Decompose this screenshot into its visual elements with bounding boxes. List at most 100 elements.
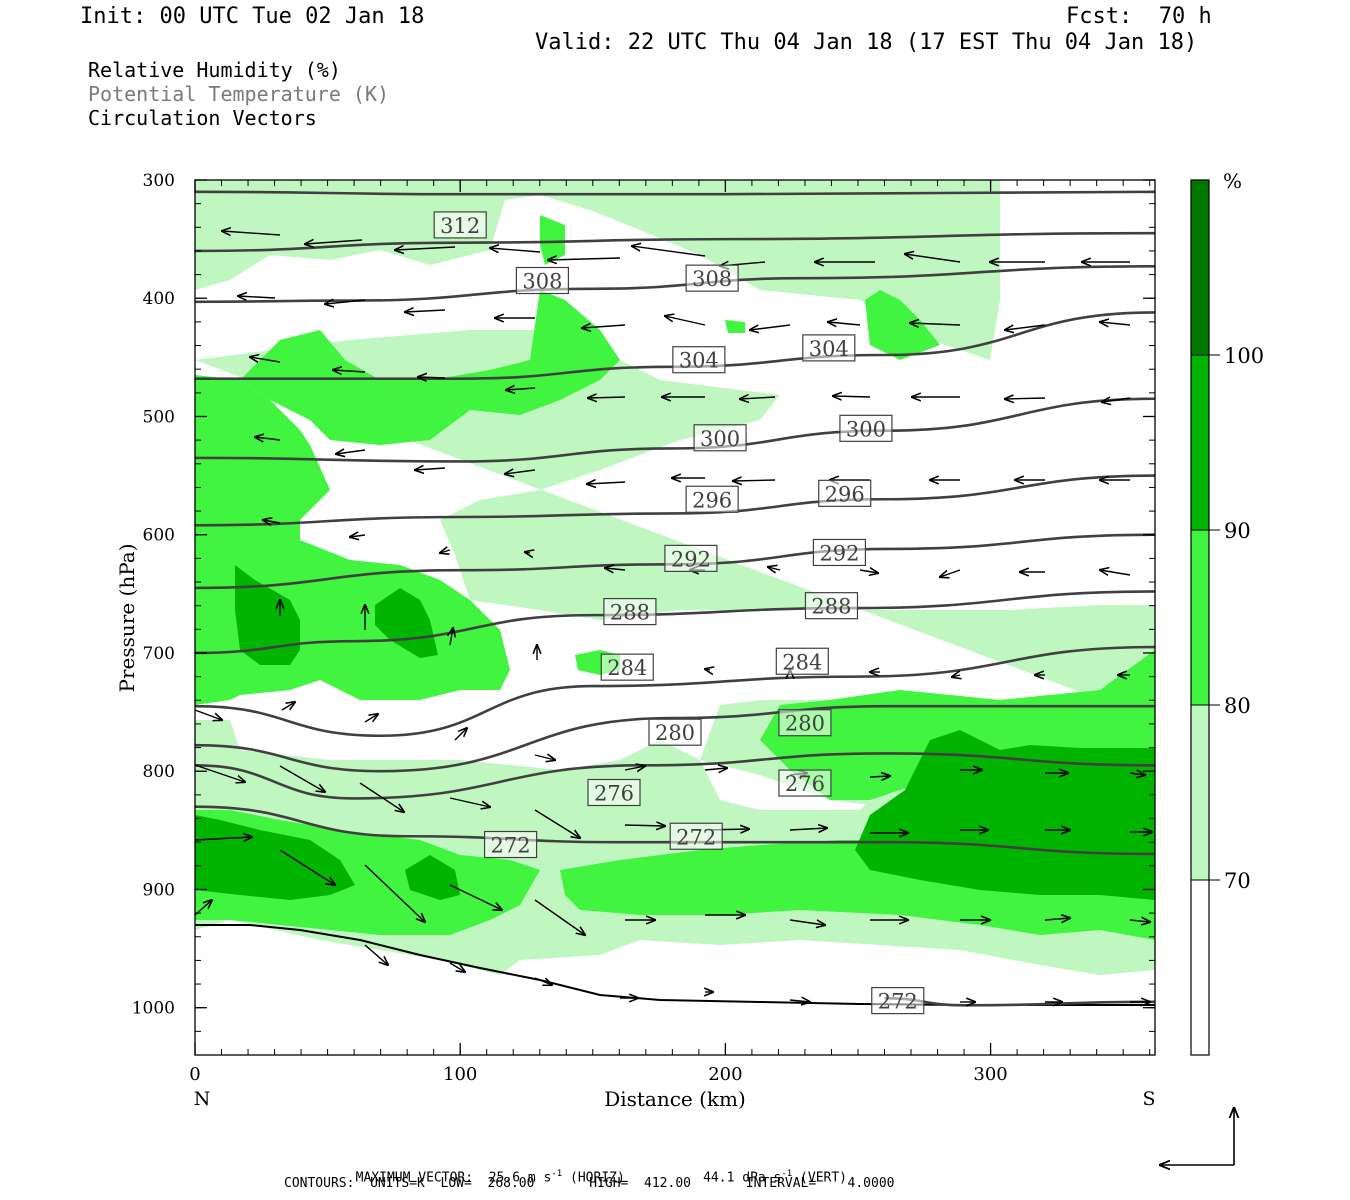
vector-arrow-100 bbox=[1129, 920, 1150, 922]
legend-potential-temperature: Potential Temperature (K) bbox=[88, 82, 390, 106]
theta-contour-272-11 bbox=[195, 805, 1155, 856]
max-vector-line: MAXIMUM VECTOR: 25.6 m s-1 (HORIZ) 44.1 … bbox=[340, 1157, 848, 1186]
vector-arrow-46 bbox=[440, 550, 451, 553]
svg-text:300: 300 bbox=[846, 417, 886, 441]
rh-90-region-a bbox=[235, 565, 300, 665]
vector-arrow-69 bbox=[624, 766, 645, 770]
contour-label-280-16: 280 bbox=[778, 709, 832, 737]
vector-arrow-11 bbox=[238, 296, 276, 298]
vector-arrow-32 bbox=[1102, 398, 1131, 402]
vector-arrow-26 bbox=[588, 397, 626, 398]
vector-arrow-78 bbox=[279, 765, 325, 792]
colorbar-label-80: 80 bbox=[1224, 694, 1251, 718]
vector-arrow-48 bbox=[605, 568, 626, 570]
vector-arrow-20 bbox=[1005, 324, 1046, 330]
svg-text:272: 272 bbox=[878, 990, 918, 1014]
svg-text:304: 304 bbox=[679, 349, 719, 373]
vector-arrow-4 bbox=[548, 258, 621, 260]
vector-arrow-103 bbox=[449, 962, 465, 972]
vector-arrow-51 bbox=[859, 570, 878, 573]
vector-arrow-62 bbox=[952, 675, 960, 677]
rh-80-region-upper-small bbox=[540, 215, 565, 265]
svg-text:292: 292 bbox=[819, 541, 859, 565]
theta-contour-312-0 bbox=[195, 190, 1155, 196]
x-axis-label: Distance (km) bbox=[604, 1087, 746, 1111]
vector-arrow-50 bbox=[768, 567, 781, 570]
vector-arrow-66 bbox=[364, 714, 378, 723]
colorbar-label-70: 70 bbox=[1224, 869, 1251, 893]
vector-arrow-101 bbox=[195, 900, 212, 916]
max-horiz-exponent: -1 bbox=[551, 1169, 563, 1179]
contour-label-288-12: 288 bbox=[804, 592, 859, 620]
south-label: S bbox=[1142, 1088, 1155, 1110]
north-label: N bbox=[194, 1088, 211, 1110]
contour-label-284-14: 284 bbox=[775, 647, 829, 675]
init-time: Init: 00 UTC Tue 02 Jan 18 bbox=[80, 4, 425, 29]
vector-arrow-44 bbox=[263, 520, 281, 523]
vector-arrow-107 bbox=[789, 1000, 810, 1002]
vector-arrow-24 bbox=[418, 377, 446, 378]
vector-arrow-12 bbox=[325, 300, 366, 304]
contour-label-272-19: 272 bbox=[483, 830, 538, 859]
svg-text:280: 280 bbox=[655, 721, 695, 745]
svg-text:288: 288 bbox=[610, 601, 650, 625]
vector-arrow-3 bbox=[490, 248, 541, 252]
forecast-hour: Fcst: 70 h bbox=[1066, 4, 1212, 29]
vector-arrow-76 bbox=[195, 709, 222, 720]
vector-arrow-82 bbox=[624, 825, 665, 826]
svg-text:284: 284 bbox=[782, 650, 822, 674]
vector-arrow-35 bbox=[415, 468, 446, 470]
vector-arrow-104 bbox=[534, 977, 552, 985]
vector-arrow-34 bbox=[336, 450, 366, 454]
theta-contour-300-4 bbox=[195, 397, 1155, 463]
vector-arrow-37 bbox=[587, 482, 626, 484]
max-horiz-unit: (HORIZ) bbox=[570, 1170, 625, 1186]
svg-text:276: 276 bbox=[785, 772, 825, 796]
vector-arrow-47 bbox=[525, 552, 530, 553]
vector-arrow-89 bbox=[195, 837, 252, 840]
vector-arrow-39 bbox=[733, 480, 776, 481]
svg-text:296: 296 bbox=[825, 482, 865, 506]
contour-label-312-0: 312 bbox=[433, 211, 487, 239]
contour-label-300-5: 300 bbox=[693, 424, 747, 452]
max-vert-unit: (VERT) bbox=[800, 1170, 848, 1186]
x-tick-label-300: 300 bbox=[973, 1064, 1007, 1085]
vector-arrow-1 bbox=[305, 240, 363, 244]
vector-arrow-79 bbox=[359, 782, 404, 812]
rh-70-region-cap bbox=[280, 180, 370, 220]
max-vector-label: MAXIMUM VECTOR: bbox=[355, 1170, 474, 1186]
colorbar-label-100: 100 bbox=[1224, 344, 1264, 368]
max-vert-value: 44.1 dPa s bbox=[703, 1170, 782, 1186]
x-tick-label-200: 200 bbox=[708, 1064, 742, 1085]
theta-contour-308-1 bbox=[195, 231, 1155, 253]
theta-contour-308-2 bbox=[195, 265, 1155, 304]
vector-arrow-67 bbox=[454, 728, 467, 741]
vector-arrow-18 bbox=[828, 322, 861, 325]
y-tick-label-700: 700 bbox=[143, 644, 175, 664]
contour-label-296-7: 296 bbox=[685, 485, 739, 513]
y-tick-label-300: 300 bbox=[143, 171, 175, 191]
rh-90-region-d bbox=[405, 855, 460, 900]
vector-arrow-25 bbox=[506, 388, 536, 390]
vector-arrow-59 bbox=[705, 669, 710, 670]
colorbar-label-90: 90 bbox=[1224, 519, 1251, 543]
vector-arrow-54 bbox=[1100, 570, 1131, 575]
colorbar: % 70 80 90 100 bbox=[1190, 169, 1264, 1056]
vector-arrow-90 bbox=[279, 849, 335, 885]
contour-label-296-8: 296 bbox=[818, 479, 872, 507]
vector-arrow-70 bbox=[704, 768, 727, 770]
contour-label-288-11: 288 bbox=[603, 597, 657, 626]
contour-info-line: CONTOURS: UNITS=K LOW= 268.00 HIGH= 412.… bbox=[284, 1176, 895, 1191]
vector-arrow-102 bbox=[364, 944, 388, 965]
vector-arrow-99 bbox=[1044, 918, 1070, 920]
vector-arrow-21 bbox=[1100, 322, 1131, 325]
contour-labels: 312 308 308 304 304 300 300 296 296 292 292 288 288 2… bbox=[433, 211, 925, 1015]
rh-90-region-c bbox=[195, 815, 355, 900]
vector-arrow-72 bbox=[869, 776, 890, 777]
svg-text:300: 300 bbox=[700, 427, 740, 451]
contour-label-272-21: 272 bbox=[871, 987, 925, 1015]
rh-70-region-upper bbox=[195, 180, 1000, 360]
y-tick-label-900: 900 bbox=[143, 880, 175, 900]
rh-80-region-right bbox=[865, 290, 940, 360]
vector-arrow-29 bbox=[833, 396, 871, 397]
